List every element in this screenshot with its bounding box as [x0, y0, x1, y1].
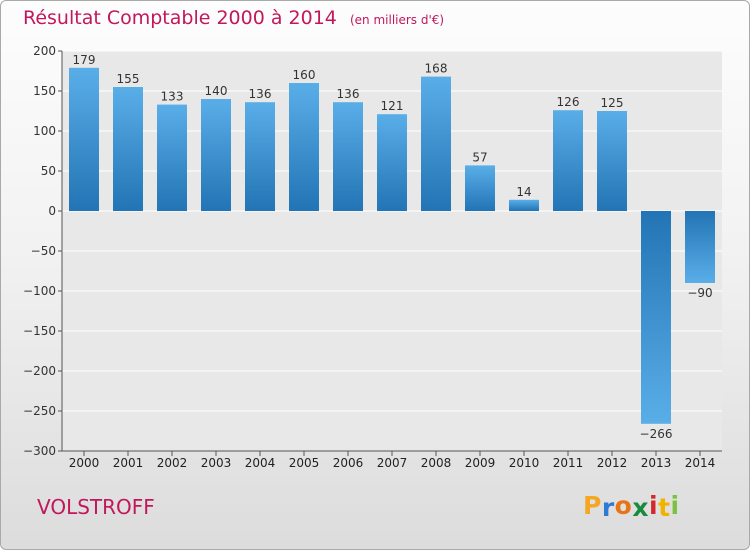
y-tick-label: −100: [23, 284, 56, 298]
bar: [113, 87, 143, 211]
data-label: 155: [117, 72, 140, 86]
bar: [597, 111, 627, 211]
bar: [421, 76, 451, 211]
data-label: 121: [381, 99, 404, 113]
data-label: 14: [516, 185, 531, 199]
x-tick-label: 2004: [245, 456, 276, 470]
bar: [157, 104, 187, 211]
y-tick-label: 50: [41, 164, 56, 178]
x-tick-label: 2006: [333, 456, 364, 470]
data-label: 168: [425, 62, 448, 76]
data-label: 57: [472, 150, 487, 164]
y-tick-label: 150: [33, 84, 56, 98]
data-label: 160: [293, 68, 316, 82]
data-label: −90: [687, 286, 712, 300]
logo-letter: x: [632, 493, 649, 522]
x-tick-label: 2001: [113, 456, 144, 470]
y-tick-label: −50: [31, 244, 56, 258]
data-label: 179: [73, 53, 96, 67]
y-tick-label: 0: [48, 204, 56, 218]
y-tick-label: −150: [23, 324, 56, 338]
bar: [69, 67, 99, 211]
x-tick-label: 2008: [421, 456, 452, 470]
bar: [641, 211, 671, 424]
title-text: Résultat Comptable 2000 à 2014: [23, 7, 337, 29]
x-tick-label: 2007: [377, 456, 408, 470]
y-tick-label: −200: [23, 364, 56, 378]
bar: [289, 83, 319, 211]
bar: [245, 102, 275, 211]
logo-letter: i: [670, 491, 680, 520]
commune-name: VOLSTROFF: [37, 495, 155, 519]
chart-title: Résultat Comptable 2000 à 2014 (en milli…: [23, 7, 444, 29]
x-tick-label: 2005: [289, 456, 320, 470]
x-tick-label: 2010: [509, 456, 540, 470]
y-tick-label: −250: [23, 404, 56, 418]
data-label: 136: [337, 87, 360, 101]
logo-letter: t: [658, 493, 671, 522]
logo-letter: o: [614, 491, 633, 520]
y-tick-label: 100: [33, 124, 56, 138]
x-tick-label: 2011: [553, 456, 584, 470]
bar: [509, 199, 539, 211]
logo-letter: i: [649, 491, 659, 520]
data-label: 140: [205, 84, 228, 98]
y-tick-label: 200: [33, 44, 56, 58]
data-label: 136: [249, 87, 272, 101]
bar: [377, 114, 407, 211]
logo-letter: r: [601, 493, 615, 522]
proxiti-logo: Proxiti: [583, 491, 680, 522]
bar: [465, 165, 495, 211]
y-tick-label: −300: [23, 444, 56, 458]
x-tick-label: 2012: [597, 456, 628, 470]
data-label: 125: [601, 96, 624, 110]
x-tick-label: 2000: [69, 456, 100, 470]
unit-note: (en milliers d'€): [349, 13, 445, 27]
x-tick-label: 2013: [641, 456, 672, 470]
x-tick-label: 2002: [157, 456, 188, 470]
bar: [333, 102, 363, 211]
x-tick-label: 2009: [465, 456, 496, 470]
bar: [201, 99, 231, 211]
logo-letter: P: [583, 491, 602, 520]
bar: [553, 110, 583, 211]
data-label: 133: [161, 90, 184, 104]
x-tick-label: 2003: [201, 456, 232, 470]
x-tick-label: 2014: [685, 456, 716, 470]
bar: [685, 211, 715, 283]
data-label: −266: [640, 427, 673, 441]
data-label: 126: [557, 95, 580, 109]
